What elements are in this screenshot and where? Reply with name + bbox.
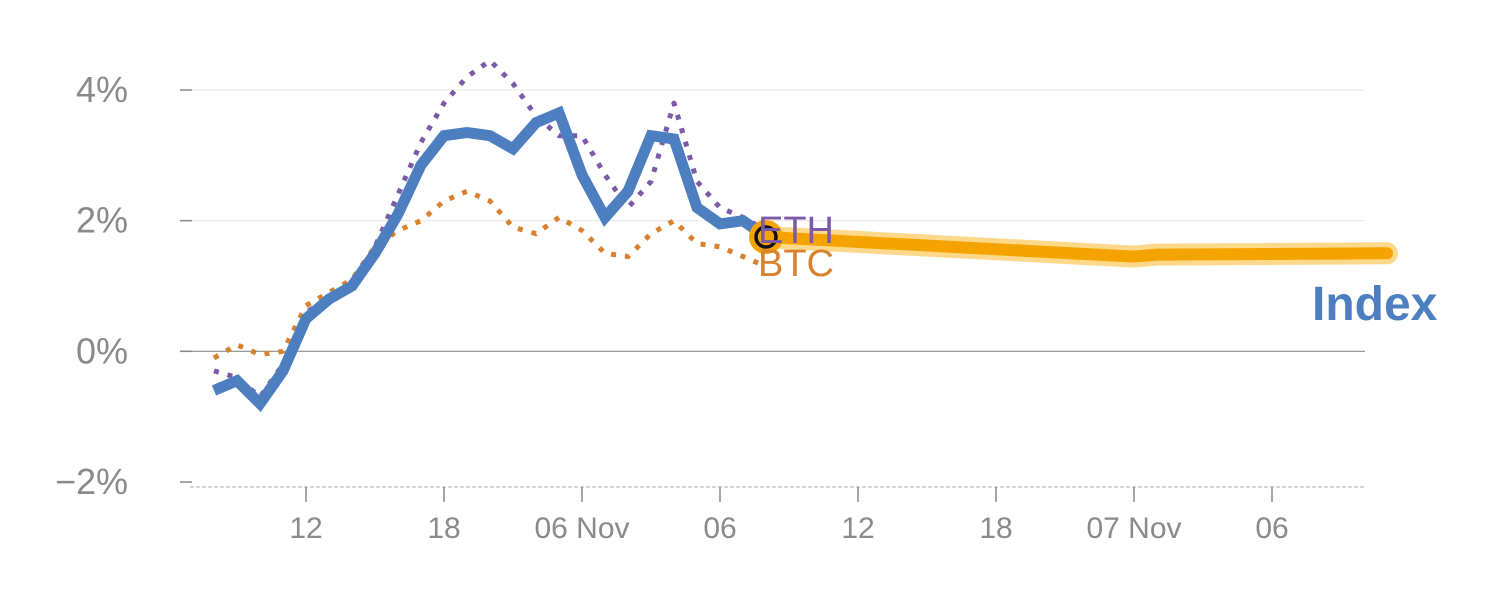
btc-line bbox=[212, 188, 767, 361]
axes: −2% 0% 2% 4% 12 18 06 Nov 06 12 18 07 Nov 06 bbox=[55, 69, 1365, 545]
index-label: Index bbox=[1312, 278, 1438, 331]
eth-line bbox=[213, 58, 768, 400]
current-marker bbox=[754, 225, 778, 249]
x-tick-label: 12 bbox=[289, 512, 322, 545]
y-tick-label: 2% bbox=[76, 200, 128, 241]
y-tick-label: 0% bbox=[76, 330, 128, 371]
index-line bbox=[211, 105, 770, 413]
x-tick-label: 06 bbox=[1255, 512, 1288, 545]
x-tick-label: 06 Nov bbox=[534, 512, 629, 545]
y-tick-label: 4% bbox=[76, 69, 128, 110]
gridlines bbox=[180, 89, 1365, 352]
btc-label: BTC bbox=[758, 243, 834, 285]
current-marker-halo bbox=[749, 220, 783, 254]
forecast-line bbox=[760, 231, 1393, 263]
eth-label: ETH bbox=[758, 210, 834, 252]
x-tick-label: 06 bbox=[703, 512, 736, 545]
y-tick-label: −2% bbox=[55, 461, 128, 502]
x-tick-label: 12 bbox=[841, 512, 874, 545]
x-tick-label: 18 bbox=[979, 512, 1012, 545]
series bbox=[211, 58, 1398, 413]
x-tick-label: 07 Nov bbox=[1086, 512, 1181, 545]
x-tick-label: 18 bbox=[427, 512, 460, 545]
